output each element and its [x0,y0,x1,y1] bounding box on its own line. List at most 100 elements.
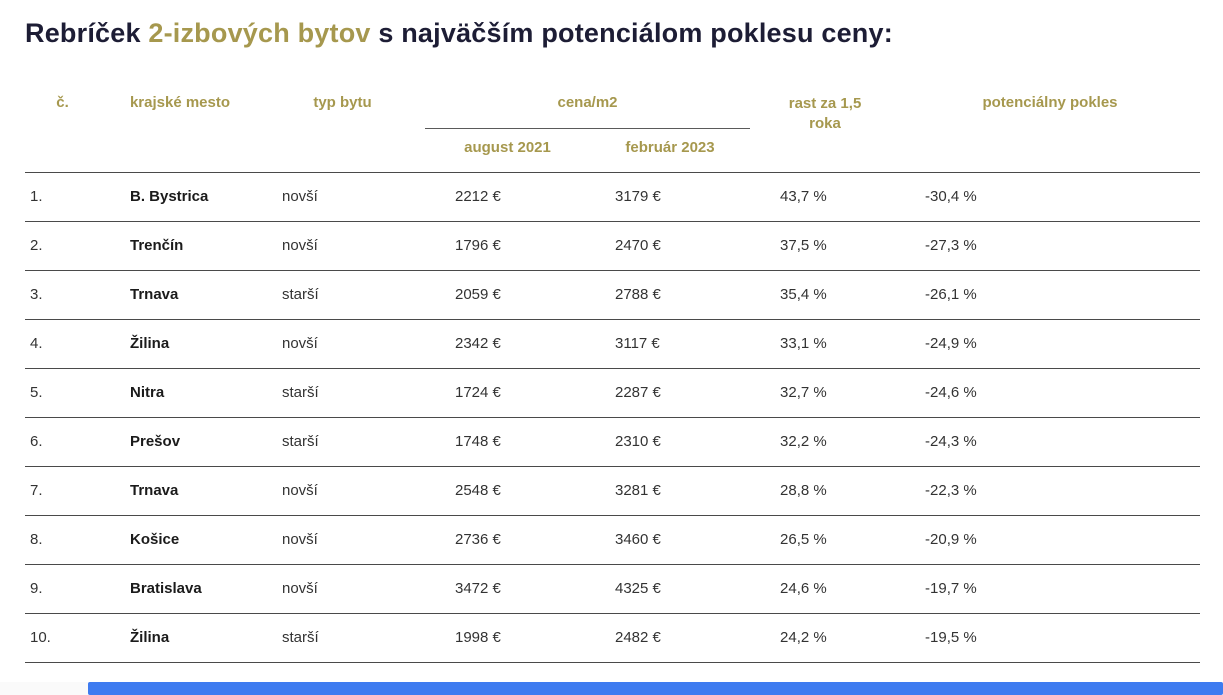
title-highlight: 2-izbových bytov [148,18,371,48]
cell-price-august-2021: 1724 € [425,367,590,417]
cell-price-februar-2023: 3281 € [590,465,751,515]
cell-price-august-2021: 2548 € [425,465,590,515]
cell-decline: -24,6 % [900,367,1201,417]
cell-price-februar-2023: 2310 € [590,416,751,466]
cell-rank: 1. [25,171,100,221]
cell-city: Bratislava [100,563,260,613]
cell-price-august-2021: 1748 € [425,416,590,466]
cell-price-februar-2023: 3179 € [590,171,751,221]
cell-rank: 3. [25,269,100,319]
cell-decline: -30,4 % [900,171,1201,221]
cell-apartment-type: starší [260,367,425,417]
table-row: 5. Nitra starší 1724 € 2287 € 32,7 % -24… [25,367,1201,417]
header-row-1: č. krajské mesto typ bytu cena/m2 rast z… [25,80,1200,132]
cell-apartment-type: starší [260,416,425,466]
table-row: 3. Trnava starší 2059 € 2788 € 35,4 % -2… [25,269,1201,319]
cell-decline: -19,7 % [900,563,1201,613]
table-row: 7. Trnava novší 2548 € 3281 € 28,8 % -22… [25,465,1201,515]
cell-price-februar-2023: 2470 € [590,220,751,270]
cell-apartment-type: novší [260,563,425,613]
cell-growth: 43,7 % [750,171,901,221]
cell-growth: 32,2 % [750,416,901,466]
cell-apartment-type: novší [260,171,425,221]
cell-growth: 28,8 % [750,465,901,515]
cell-price-februar-2023: 2287 € [590,367,751,417]
cell-growth: 35,4 % [750,269,901,319]
header-growth: rast za 1,5 roka [750,80,900,172]
cell-city: Prešov [100,416,260,466]
cell-city: Trnava [100,269,260,319]
cell-city: Trnava [100,465,260,515]
cell-growth: 32,7 % [750,367,901,417]
cell-rank: 8. [25,514,100,564]
horizontal-scrollbar[interactable] [0,682,1223,695]
cell-price-februar-2023: 2788 € [590,269,751,319]
header-apartment-type: typ bytu [313,94,372,111]
cell-rank: 10. [25,612,100,663]
cell-apartment-type: novší [260,514,425,564]
header-price-group: cena/m2 [425,80,751,129]
cell-growth: 33,1 % [750,318,901,368]
cell-city: Košice [100,514,260,564]
cell-city: B. Bystrica [100,171,260,221]
cell-price-august-2021: 2342 € [425,318,590,368]
cell-apartment-type: novší [260,318,425,368]
table-header: č. krajské mesto typ bytu cena/m2 rast z… [25,80,1200,172]
cell-rank: 5. [25,367,100,417]
cell-decline: -24,3 % [900,416,1201,466]
cell-price-august-2021: 3472 € [425,563,590,613]
header-price-februar-2023: február 2023 [625,138,715,156]
scrollbar-thumb[interactable] [88,682,1223,695]
cell-growth: 37,5 % [750,220,901,270]
cell-price-august-2021: 1998 € [425,612,590,663]
title-part-1: Rebríček [25,18,149,48]
cell-decline: -22,3 % [900,465,1201,515]
ranking-table: č. krajské mesto typ bytu cena/m2 rast z… [25,80,1201,663]
cell-price-februar-2023: 4325 € [590,563,751,613]
header-rank: č. [56,94,69,111]
header-price-august-2021: august 2021 [464,138,551,156]
cell-price-august-2021: 2059 € [425,269,590,319]
cell-rank: 9. [25,563,100,613]
cell-city: Trenčín [100,220,260,270]
cell-rank: 4. [25,318,100,368]
cell-growth: 24,2 % [750,612,901,663]
cell-decline: -24,9 % [900,318,1201,368]
cell-price-august-2021: 1796 € [425,220,590,270]
cell-apartment-type: novší [260,465,425,515]
table-row: 10. Žilina starší 1998 € 2482 € 24,2 % -… [25,612,1201,663]
header-city: krajské mesto [129,94,231,111]
header-decline: potenciálny pokles [982,94,1118,111]
cell-decline: -20,9 % [900,514,1201,564]
table-row: 6. Prešov starší 1748 € 2310 € 32,2 % -2… [25,416,1201,466]
table-row: 1. B. Bystrica novší 2212 € 3179 € 43,7 … [25,171,1201,221]
page-title: Rebríček 2-izbových bytov s najväčším po… [25,14,1223,52]
cell-price-februar-2023: 3117 € [590,318,751,368]
table-body: 1. B. Bystrica novší 2212 € 3179 € 43,7 … [25,171,1201,663]
cell-rank: 7. [25,465,100,515]
header-growth-label: rast za 1,5 roka [788,95,862,133]
cell-price-februar-2023: 3460 € [590,514,751,564]
table-row: 8. Košice novší 2736 € 3460 € 26,5 % -20… [25,514,1201,564]
table-row: 4. Žilina novší 2342 € 3117 € 33,1 % -24… [25,318,1201,368]
cell-decline: -27,3 % [900,220,1201,270]
cell-decline: -19,5 % [900,612,1201,663]
cell-city: Nitra [100,367,260,417]
cell-apartment-type: novší [260,220,425,270]
cell-city: Žilina [100,612,260,663]
cell-price-august-2021: 2736 € [425,514,590,564]
cell-price-februar-2023: 2482 € [590,612,751,663]
table-row: 2. Trenčín novší 1796 € 2470 € 37,5 % -2… [25,220,1201,270]
title-part-2: s najväčším potenciálom poklesu ceny: [370,18,893,48]
header-row-2: august 2021 február 2023 [25,128,1200,172]
cell-growth: 24,6 % [750,563,901,613]
cell-apartment-type: starší [260,269,425,319]
cell-city: Žilina [100,318,260,368]
cell-price-august-2021: 2212 € [425,171,590,221]
cell-decline: -26,1 % [900,269,1201,319]
cell-rank: 6. [25,416,100,466]
table-row: 9. Bratislava novší 3472 € 4325 € 24,6 %… [25,563,1201,613]
cell-growth: 26,5 % [750,514,901,564]
cell-rank: 2. [25,220,100,270]
